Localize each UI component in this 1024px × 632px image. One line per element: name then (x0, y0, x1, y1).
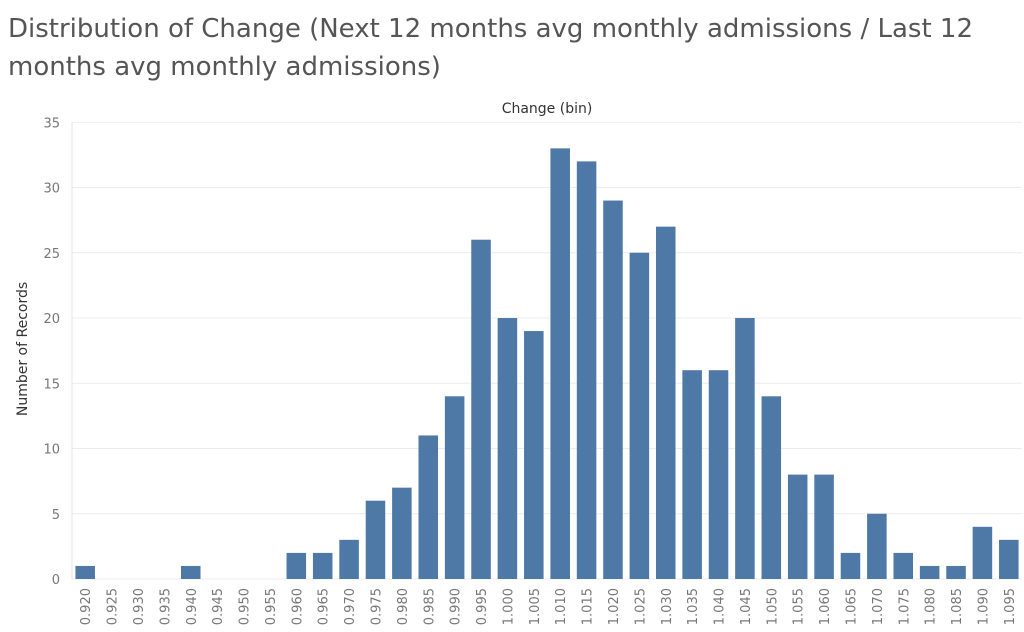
x-tick-label: 1.010 (554, 588, 569, 625)
x-tick-label: 1.090 (976, 588, 991, 625)
bar (840, 552, 861, 579)
x-tick-label: 0.960 (290, 588, 305, 625)
bar (444, 396, 465, 579)
x-tick-label: 1.000 (501, 588, 516, 625)
x-tick-label: 0.985 (422, 588, 437, 625)
x-tick-label: 0.975 (369, 588, 384, 625)
bar (603, 200, 623, 580)
x-tick-label: 0.925 (106, 588, 121, 625)
x-tick-label: 0.930 (132, 588, 147, 625)
x-tick-label: 0.945 (211, 588, 226, 625)
x-tick-label: 1.055 (792, 588, 807, 625)
x-tick-labels: 0.920 0.925 0.930 0.935 0.940 0.945 0.950 0.955… (79, 588, 1018, 625)
bar (761, 396, 782, 579)
x-tick-label: 0.935 (158, 588, 173, 625)
gridlines (71, 121, 1022, 580)
x-tick-label: 1.080 (924, 588, 939, 625)
bar (946, 565, 966, 579)
x-tick-label: 1.060 (818, 588, 833, 625)
bar (418, 435, 439, 579)
bar (629, 252, 650, 579)
y-tick-label: 20 (43, 312, 60, 327)
x-tick-label: 1.015 (581, 588, 596, 625)
bar (787, 474, 808, 579)
x-tick-label: 1.020 (607, 588, 622, 625)
x-tick-label: 0.970 (343, 588, 358, 625)
x-tick-label: 0.950 (238, 588, 253, 625)
bar (682, 370, 702, 579)
y-axis-label: Number of Records (15, 282, 31, 416)
bar (497, 318, 518, 579)
x-tick-label: 1.035 (686, 588, 701, 625)
y-tick-label: 35 (43, 116, 60, 131)
bar (180, 565, 201, 579)
bar (524, 331, 544, 579)
bar (919, 565, 940, 579)
x-tick-label: 0.940 (185, 588, 200, 625)
bar (339, 539, 359, 579)
y-tick-label: 10 (43, 443, 60, 458)
x-tick-label: 1.040 (713, 588, 728, 625)
bar (735, 318, 755, 579)
bar (708, 370, 729, 579)
x-tick-label: 0.920 (79, 588, 94, 625)
y-tick-label: 5 (52, 508, 60, 523)
bar (365, 500, 386, 579)
x-tick-label: 1.045 (739, 588, 754, 625)
bar (312, 552, 333, 579)
bar (999, 539, 1019, 579)
x-tick-label: 1.030 (660, 588, 675, 625)
x-tick-label: 1.095 (1003, 588, 1018, 625)
x-tick-label: 0.965 (317, 588, 332, 625)
y-tick-label: 15 (43, 377, 60, 392)
x-tick-label: 1.085 (950, 588, 965, 625)
bar (550, 148, 570, 579)
bar (867, 513, 887, 579)
y-tick-label: 25 (43, 247, 60, 262)
bar (655, 226, 676, 579)
bar (75, 565, 95, 579)
bar (972, 526, 993, 579)
y-tick-label: 30 (43, 182, 60, 197)
x-tick-label: 1.050 (765, 588, 780, 625)
bar (471, 239, 491, 579)
bar (576, 161, 597, 579)
y-tick-label: 0 (52, 573, 60, 588)
bars (75, 148, 1019, 580)
bar (392, 487, 412, 579)
x-tick-label: 0.980 (396, 588, 411, 625)
x-tick-label: 0.995 (475, 588, 490, 625)
x-tick-label: 1.025 (633, 588, 648, 625)
bar (286, 552, 307, 579)
bar (814, 474, 834, 579)
y-tick-labels: 0 5 10 15 20 25 30 35 (43, 116, 60, 588)
x-tick-label: 1.065 (844, 588, 859, 625)
x-tick-label: 1.005 (528, 588, 543, 625)
x-tick-label: 0.990 (449, 588, 464, 625)
x-tick-label: 1.070 (871, 588, 886, 625)
bar (893, 552, 914, 579)
chart-title: Distribution of Change (Next 12 months a… (8, 14, 973, 82)
x-axis-label: Change (bin) (502, 101, 593, 117)
x-tick-label: 0.955 (264, 588, 279, 625)
x-tick-label: 1.075 (897, 588, 912, 625)
